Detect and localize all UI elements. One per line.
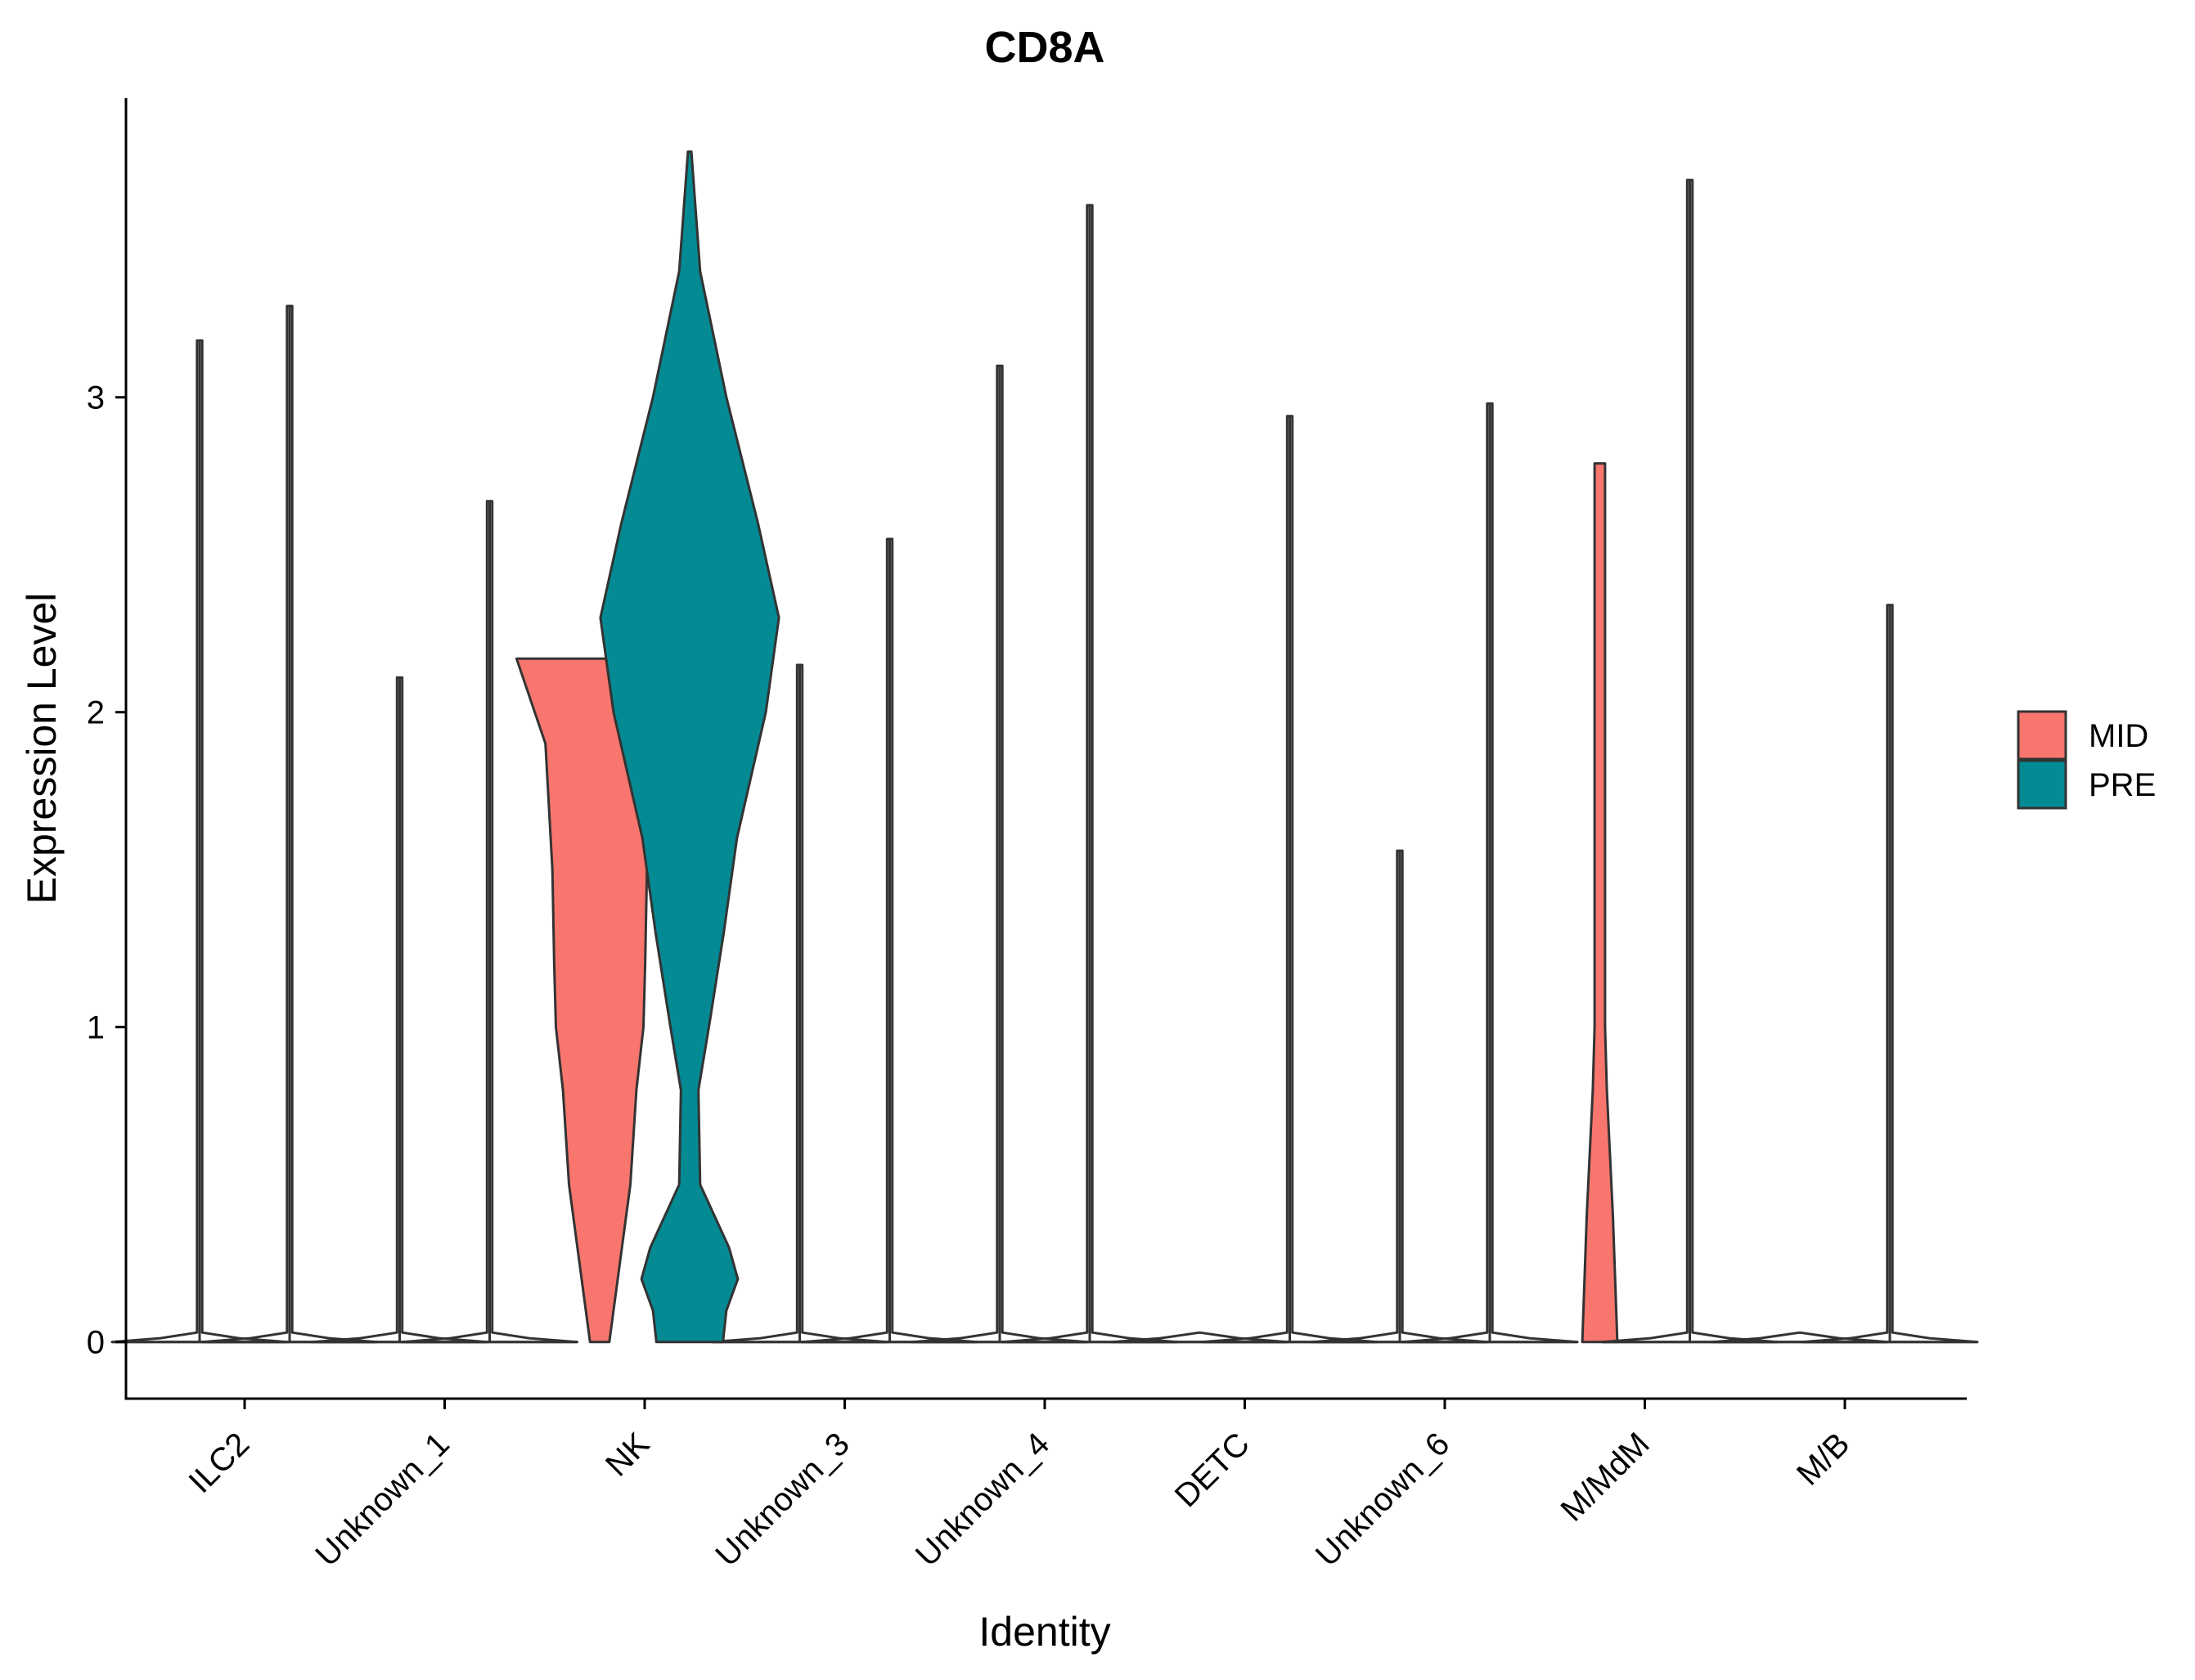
y-tick-label: 2	[87, 695, 105, 731]
violin-pre-8	[1801, 604, 1979, 1344]
y-tick-label: 1	[87, 1010, 105, 1046]
x-tick-label: Unknown_1	[308, 1426, 456, 1573]
x-tick-label: Unknown_4	[909, 1426, 1056, 1573]
violin-pre-0	[200, 304, 379, 1344]
x-tick-label: M/MdM	[1554, 1426, 1656, 1528]
x-tick-label: Unknown_3	[708, 1426, 856, 1573]
violin-mid-4	[911, 364, 1089, 1344]
x-tick-label: DETC	[1168, 1426, 1257, 1514]
y-tick-label: 0	[87, 1325, 105, 1361]
violin-pre-2	[599, 150, 780, 1344]
legend-key-mid	[2017, 710, 2067, 761]
x-tick-label: M/B	[1790, 1426, 1856, 1492]
violin-pre-1	[401, 500, 578, 1344]
y-tick-label: 3	[87, 380, 105, 416]
violin-mid-6	[1311, 849, 1489, 1344]
violin-mid-0	[110, 339, 289, 1344]
x-tick-label: NK	[599, 1426, 657, 1484]
x-tick-label: ILC2	[182, 1426, 257, 1500]
violin-pre-6	[1401, 402, 1579, 1344]
violin-mid-7	[1581, 462, 1619, 1344]
x-axis-title: Identity	[978, 1609, 1110, 1655]
violin-pre-5	[1201, 415, 1379, 1344]
violin-layer	[110, 150, 1979, 1344]
y-axis-title: Expression Level	[19, 593, 65, 905]
violin-mid-1	[311, 676, 488, 1344]
legend-label-pre: PRE	[2089, 767, 2156, 803]
violin-pre-3	[801, 537, 978, 1344]
violin-pre-7	[1601, 178, 1779, 1344]
y-axis-ticks: 0 1 2 3	[87, 380, 126, 1361]
x-axis-ticks: ILC2 Unknown_1 NK Unknown_3 Unknown_4 DETC Unk…	[182, 1399, 1856, 1574]
x-tick-label: Unknown_6	[1309, 1426, 1456, 1573]
violin-mid-3	[711, 663, 888, 1344]
violin-pre-4	[1001, 204, 1179, 1344]
legend-label-mid: MID	[2089, 718, 2148, 754]
legend: MID PRE	[2017, 710, 2156, 810]
legend-key-pre	[2017, 759, 2067, 810]
chart-title: CD8A	[984, 23, 1104, 72]
